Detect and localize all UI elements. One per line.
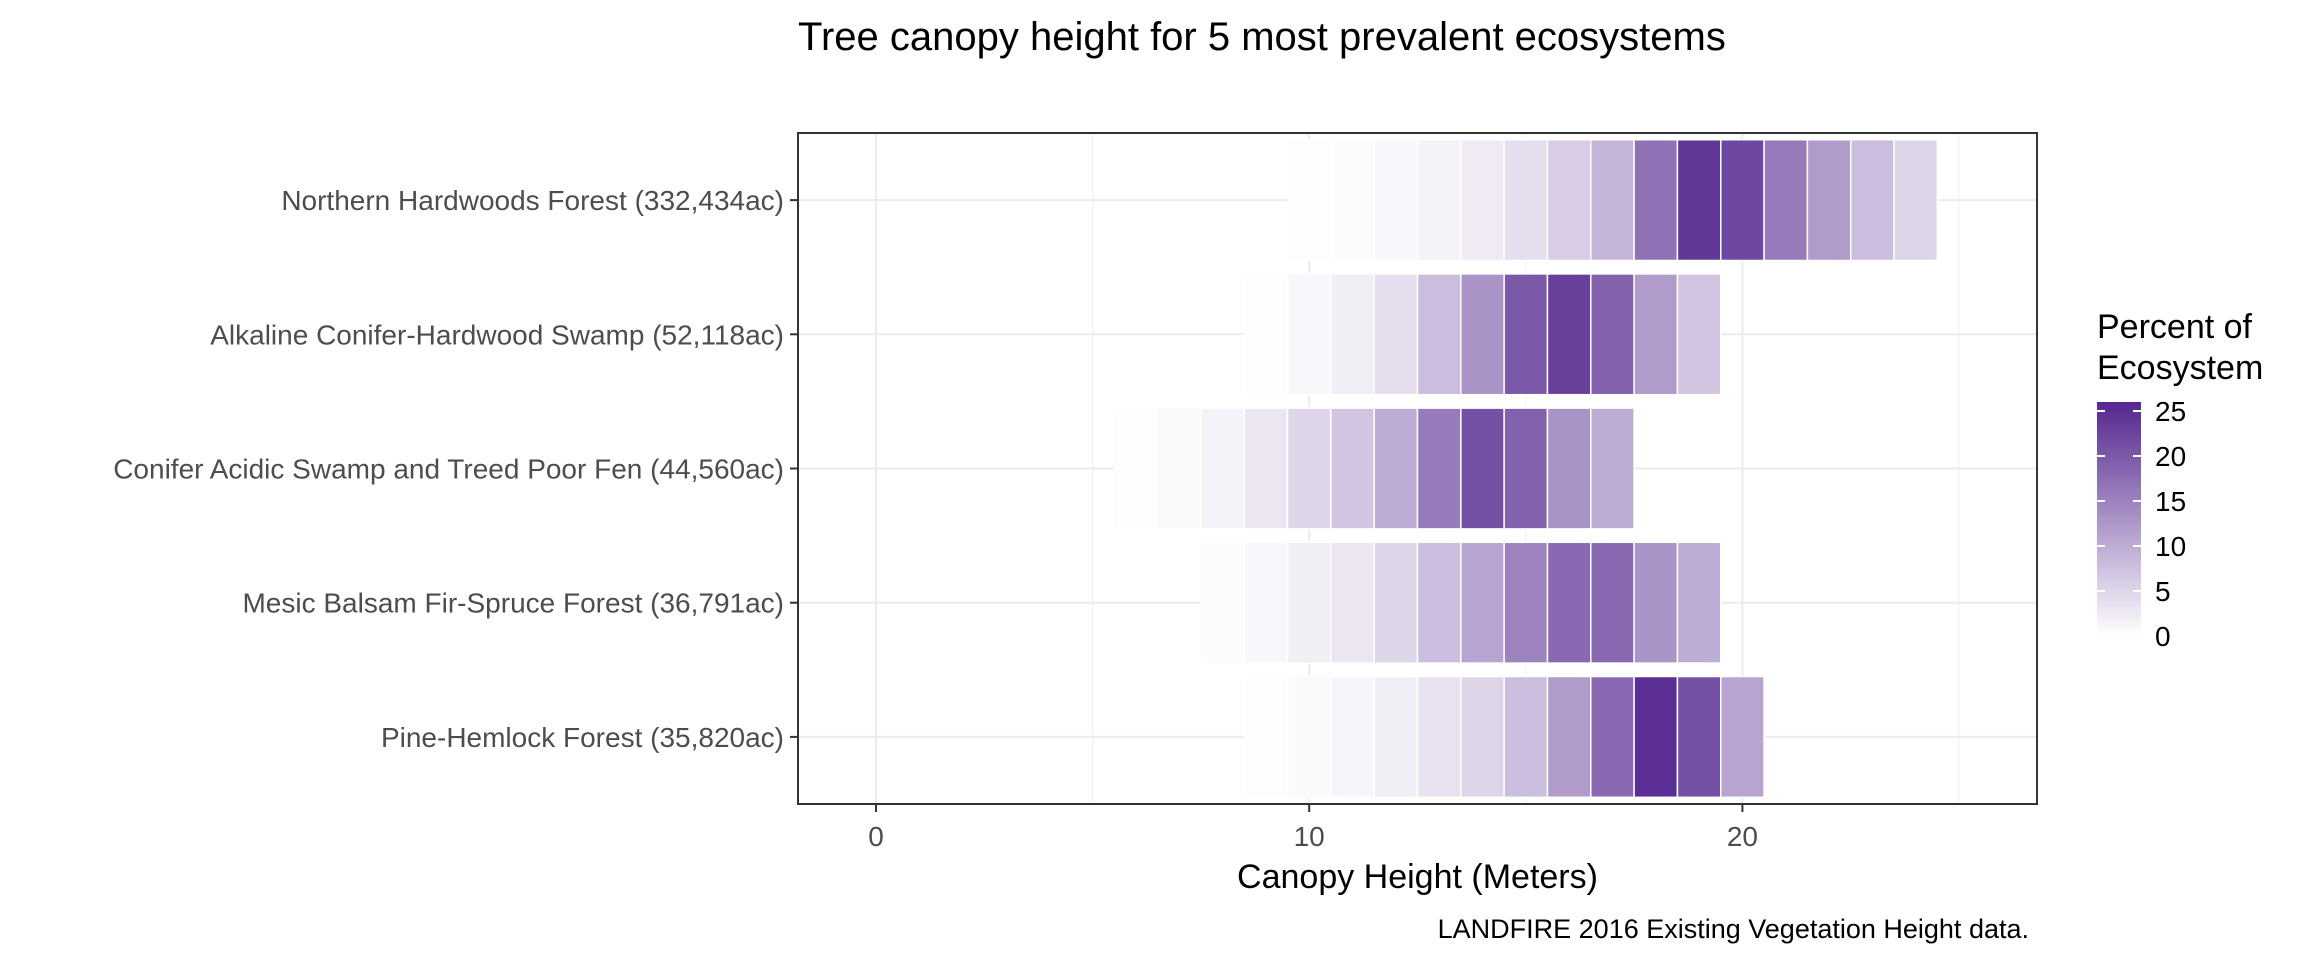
heatmap-cell (1720, 675, 1765, 799)
heatmap-cell (1330, 675, 1375, 799)
legend-tick-label: 0 (2155, 621, 2171, 652)
heatmap-cell (1460, 273, 1505, 396)
heatmap-cell (1460, 407, 1505, 530)
heatmap-cell (1286, 541, 1332, 664)
heatmap-cell (1416, 138, 1462, 262)
heatmap-cell (1806, 138, 1852, 262)
legend-colorbar (2097, 402, 2141, 636)
heatmap-cell (1590, 273, 1635, 396)
heatmap-cell (1460, 138, 1505, 262)
legend-ticks: 0 5 10 15 20 25 (2097, 396, 2186, 652)
heatmap-cell (1243, 273, 1289, 396)
heatmap-cell (1113, 407, 1159, 530)
heatmap-cell (1373, 273, 1419, 396)
y-axis: Northern Hardwoods Forest (332,434ac) Alk… (113, 185, 798, 753)
heatmap-cell (1676, 138, 1722, 262)
heatmap-cell (1633, 273, 1679, 396)
heatmap-cell (1243, 675, 1289, 799)
heatmap-cell (1416, 407, 1462, 530)
heatmap-cell (1546, 273, 1592, 396)
heatmap-cell (1373, 138, 1419, 262)
legend-tick-label: 5 (2155, 576, 2171, 607)
heatmap-cell (1633, 675, 1679, 799)
heatmap-cell (1286, 138, 1332, 262)
legend-tick-label: 15 (2155, 486, 2186, 517)
heatmap-cell (1763, 138, 1809, 262)
legend-tick-label: 10 (2155, 531, 2186, 562)
heatmap-cell (1546, 541, 1592, 664)
heatmap-cell (1633, 138, 1679, 262)
heatmap-cell (1373, 541, 1419, 664)
heatmap-cell (1286, 407, 1332, 530)
heatmap-cell (1330, 541, 1375, 664)
heatmap-cell (1676, 541, 1722, 664)
heatmap-cell (1676, 273, 1722, 396)
heatmap-cell (1200, 407, 1245, 530)
heatmap-cell (1503, 407, 1549, 530)
heatmap-cell (1720, 138, 1765, 262)
chart-title: Tree canopy height for 5 most prevalent … (798, 15, 1726, 59)
heatmap-cell (1503, 273, 1549, 396)
heatmap-cell (1633, 541, 1679, 664)
heatmap-cell (1676, 675, 1722, 799)
x-tick-label: 10 (1294, 821, 1325, 852)
heatmap-cell (1546, 407, 1592, 530)
y-tick-label: Alkaline Conifer-Hardwood Swamp (52,118a… (210, 319, 784, 350)
heatmap-cell (1156, 407, 1202, 530)
caption: LANDFIRE 2016 Existing Vegetation Height… (1438, 914, 2029, 944)
heatmap-cell (1503, 138, 1549, 262)
heatmap-cell (1243, 541, 1289, 664)
heatmap-cell (1330, 407, 1375, 530)
heatmap-cell (1503, 541, 1549, 664)
heatmap-cell (1243, 407, 1289, 530)
heatmap-cell (1416, 675, 1462, 799)
y-tick-label: Northern Hardwoods Forest (332,434ac) (281, 185, 784, 216)
heatmap-cell (1460, 541, 1505, 664)
heatmap-cell (1200, 541, 1245, 664)
heatmap-cell (1546, 138, 1592, 262)
heatmap-cell (1330, 138, 1375, 262)
x-axis-title: Canopy Height (Meters) (1237, 858, 1598, 896)
heatmap-cell (1590, 407, 1635, 530)
x-axis: 0 10 20 (868, 804, 1758, 852)
heatmap-cell (1373, 407, 1419, 530)
heatmap-cell (1330, 273, 1375, 396)
legend-title-line-1: Percent of (2097, 308, 2253, 346)
heatmap-cell (1286, 675, 1332, 799)
heatmap-cell (1546, 675, 1592, 799)
legend-tick-label: 20 (2155, 441, 2186, 472)
y-tick-label: Mesic Balsam Fir-Spruce Forest (36,791ac… (242, 588, 784, 619)
x-tick-label: 0 (868, 821, 884, 852)
heatmap-cell (1590, 675, 1635, 799)
heatmap-cell (1373, 675, 1419, 799)
heatmap-cell (1460, 675, 1505, 799)
x-tick-label: 20 (1727, 821, 1758, 852)
heatmap-cell (1503, 675, 1549, 799)
heatmap-cell (1416, 273, 1462, 396)
legend: Percent of Ecosystem 0 5 10 15 20 25 (2097, 308, 2263, 652)
heatmap-cell (1416, 541, 1462, 664)
heatmap-cell (1590, 138, 1635, 262)
legend-title-line-2: Ecosystem (2097, 349, 2263, 387)
heatmap-cell (1286, 273, 1332, 396)
heatmap-cells (1113, 138, 1939, 799)
heatmap-cell (1893, 138, 1939, 262)
heatmap-cell (1590, 541, 1635, 664)
heatmap-cell (1849, 138, 1895, 262)
y-tick-label: Pine-Hemlock Forest (35,820ac) (381, 722, 784, 753)
legend-tick-label: 25 (2155, 396, 2186, 427)
y-tick-label: Conifer Acidic Swamp and Treed Poor Fen … (113, 454, 784, 485)
